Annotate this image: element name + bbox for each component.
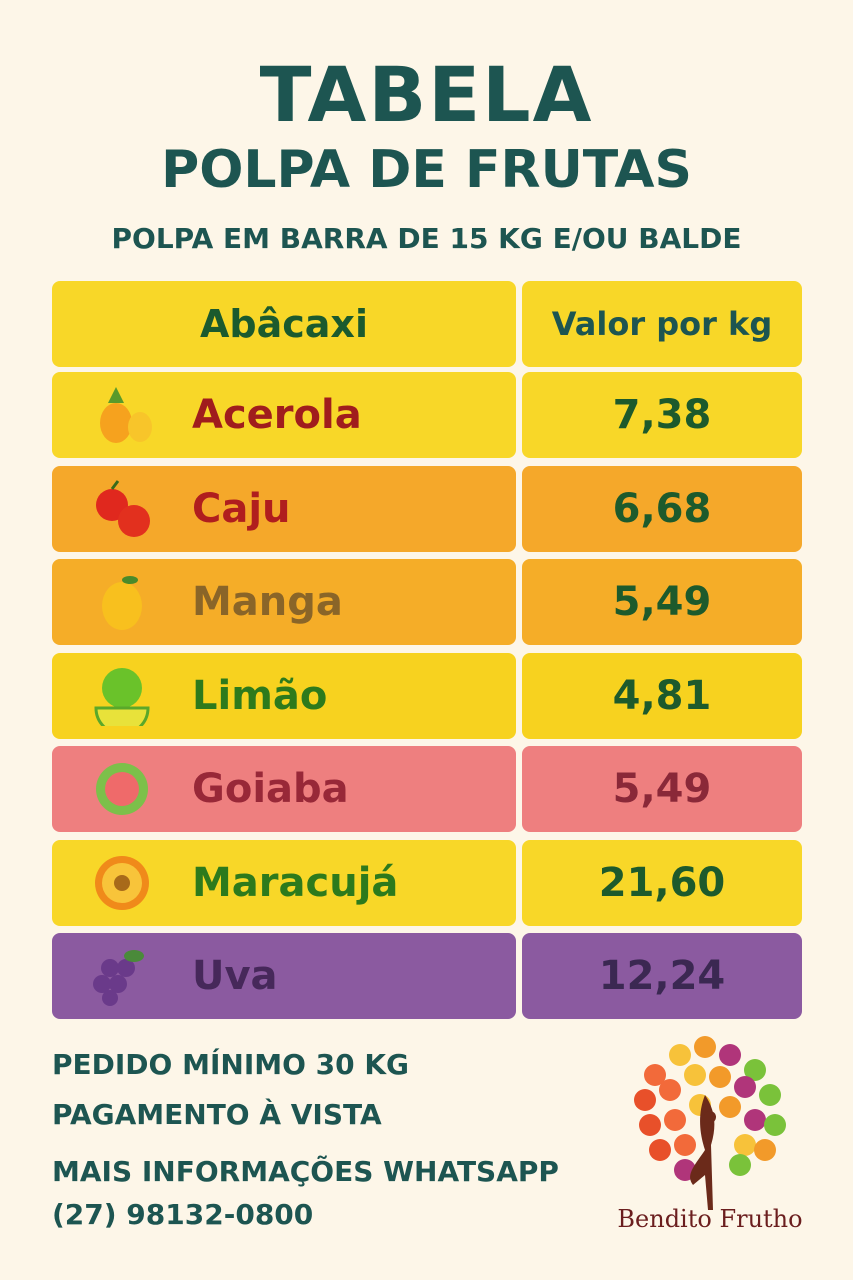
table-row: Caju 6,68 xyxy=(52,465,802,552)
fruit-cell: Uva xyxy=(52,933,516,1019)
logo-fruit xyxy=(684,1064,706,1086)
logo-fruit xyxy=(719,1096,741,1118)
fruit-cell: Maracujá xyxy=(52,839,516,926)
header-name: Abâcaxi xyxy=(200,302,368,346)
table-row: Acerola 7,38 xyxy=(52,372,802,458)
price-value: 5,49 xyxy=(612,579,712,625)
passion-fruit-icon xyxy=(95,855,149,910)
guava-icon xyxy=(96,763,148,815)
apple-icon xyxy=(96,479,150,537)
logo-fruit xyxy=(659,1079,681,1101)
price-value: 6,68 xyxy=(612,485,712,532)
lime-icon xyxy=(94,667,150,726)
price-value: 4,81 xyxy=(612,672,712,719)
logo-fruit xyxy=(764,1114,786,1136)
mango-icon xyxy=(102,576,142,630)
minimum-order: PEDIDO MÍNIMO 30 KG xyxy=(52,1048,410,1081)
table-row: Manga 5,49 xyxy=(52,559,802,645)
logo-fruit xyxy=(649,1139,671,1161)
fruit-name: Manga xyxy=(192,579,343,625)
brand-name: Bendito Frutho xyxy=(617,1205,803,1233)
logo-fruit xyxy=(644,1064,666,1086)
fruit-cell: Caju xyxy=(52,465,516,552)
header-value: Valor por kg xyxy=(551,305,773,343)
table-row: Uva 12,24 xyxy=(52,933,802,1019)
logo-fruit xyxy=(759,1084,781,1106)
logo-fruit xyxy=(634,1089,656,1111)
table-row: Maracujá 21,60 xyxy=(52,839,802,926)
fruit-name: Limão xyxy=(192,672,328,719)
info-whatsapp: MAIS INFORMAÇÕES WHATSAPP xyxy=(52,1155,559,1188)
logo-fruit xyxy=(729,1154,751,1176)
payment-terms: PAGAMENTO À VISTA xyxy=(52,1098,382,1131)
phone-number: (27) 98132-0800 xyxy=(52,1198,314,1231)
logo-fruit xyxy=(744,1109,766,1131)
logo-fruit xyxy=(734,1076,756,1098)
fruit-name: Goiaba xyxy=(192,766,349,812)
price-value: 21,60 xyxy=(598,859,726,906)
logo-fruit xyxy=(709,1066,731,1088)
grape-icon xyxy=(93,950,144,1006)
fruit-cell: Goiaba xyxy=(52,746,516,832)
logo-fruit xyxy=(694,1036,716,1058)
logo-fruit xyxy=(664,1109,686,1131)
page-subtitle: POLPA DE FRUTAS xyxy=(161,140,692,200)
tagline: POLPA EM BARRA DE 15 KG E/OU BALDE xyxy=(111,222,742,255)
price-cell: 4,81 xyxy=(522,652,802,739)
price-cell: 5,49 xyxy=(522,746,802,832)
bendito-frutho-logo xyxy=(634,1036,786,1210)
logo-fruit xyxy=(639,1114,661,1136)
price-cell: 5,49 xyxy=(522,559,802,645)
logo-fruit xyxy=(754,1139,776,1161)
logo-fruit xyxy=(719,1044,741,1066)
price-cell: 12,24 xyxy=(522,933,802,1019)
fruit-cell: Acerola xyxy=(52,372,516,458)
header-name-cell: Abâcaxi xyxy=(52,281,516,367)
pineapple-icon xyxy=(100,387,152,443)
table-header: Abâcaxi Valor por kg xyxy=(52,281,802,367)
fruit-cell: Limão xyxy=(52,652,516,739)
page-title: TABELA xyxy=(259,50,594,139)
fruit-name: Acerola xyxy=(192,392,362,438)
fruit-cell: Manga xyxy=(52,559,516,645)
table-row: Goiaba 5,49 xyxy=(52,746,802,832)
fruit-name: Uva xyxy=(192,953,278,999)
fruit-name: Maracujá xyxy=(192,859,399,906)
header-value-cell: Valor por kg xyxy=(522,281,802,367)
price-value: 7,38 xyxy=(612,392,712,438)
logo-fruit xyxy=(674,1134,696,1156)
fruit-name: Caju xyxy=(192,485,291,532)
table-row: Limão 4,81 xyxy=(52,652,802,739)
price-value: 12,24 xyxy=(598,953,726,999)
price-cell: 6,68 xyxy=(522,465,802,552)
logo-fruit xyxy=(734,1134,756,1156)
logo-fruit xyxy=(744,1059,766,1081)
price-cell: 7,38 xyxy=(522,372,802,458)
logo-fruit xyxy=(669,1044,691,1066)
price-value: 5,49 xyxy=(612,766,712,812)
price-cell: 21,60 xyxy=(522,839,802,926)
